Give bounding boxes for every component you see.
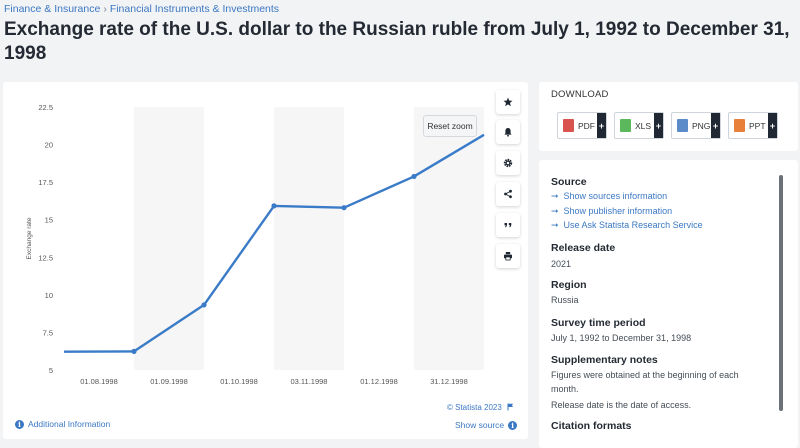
- x-tick-label: 01.09.1998: [150, 377, 188, 386]
- download-ppt-button[interactable]: PPT +: [728, 112, 778, 139]
- grid-band: [134, 107, 204, 370]
- download-png-button[interactable]: PNG +: [671, 112, 721, 139]
- supplementary-notes-text: Figures were obtained at the beginning o…: [551, 370, 739, 394]
- y-tick-label: 15: [45, 216, 53, 225]
- star-icon: [503, 97, 513, 107]
- supplementary-notes-title: Supplementary notes: [551, 354, 658, 366]
- cite-button[interactable]: [496, 213, 520, 237]
- data-point: [411, 173, 417, 180]
- info-icon: i: [15, 419, 24, 429]
- data-point: [271, 203, 277, 209]
- data-point: [341, 205, 347, 211]
- y-tick-label: 20: [45, 141, 53, 150]
- y-tick-label: 7.5: [43, 328, 53, 337]
- arrow-right-icon: ➞: [551, 191, 559, 201]
- additional-information-label: Additional Information: [28, 419, 111, 429]
- share-icon: [504, 189, 512, 199]
- y-axis-label: Exchange rate: [26, 217, 33, 259]
- grid-band: [274, 107, 344, 370]
- supplementary-notes-release: Release date is the date of access.: [551, 400, 692, 410]
- ask-statista-link[interactable]: ➞ Use Ask Statista Research Service: [551, 220, 703, 231]
- download-png-label: PNG: [692, 120, 711, 131]
- release-date-value: 2021: [551, 259, 572, 269]
- x-tick-label: 01.12.1998: [360, 377, 398, 386]
- info-icon: i: [508, 420, 518, 430]
- ask-statista-label: Use Ask Statista Research Service: [563, 220, 703, 230]
- y-tick-label: 17.5: [38, 178, 53, 187]
- flag-icon: [507, 403, 514, 411]
- source-panel: Source ➞ Show sources information ➞ Show p…: [539, 160, 798, 448]
- arrow-right-icon: ➞: [551, 220, 559, 230]
- settings-button[interactable]: [496, 151, 520, 175]
- download-panel: DOWNLOAD PDF + XLS + PNG + PPT +: [539, 82, 798, 151]
- plus-icon: +: [768, 113, 777, 138]
- ppt-icon: [734, 119, 745, 132]
- breadcrumb-separator: ›: [103, 3, 107, 15]
- x-tick-label: 31.12.1998: [430, 377, 468, 386]
- notification-button[interactable]: [496, 120, 520, 144]
- release-date-title: Release date: [551, 242, 616, 254]
- print-button[interactable]: [496, 244, 520, 268]
- show-source-label: Show source: [455, 420, 505, 430]
- y-tick-label: 5: [49, 366, 53, 375]
- png-icon: [677, 119, 688, 132]
- breadcrumb: Finance & Insurance › Financial Instrument…: [4, 3, 279, 15]
- survey-period-title: Survey time period: [551, 317, 646, 329]
- share-button[interactable]: [496, 182, 520, 206]
- xls-icon: [620, 119, 631, 132]
- survey-period-value: July 1, 1992 to December 31, 1998: [551, 333, 692, 343]
- download-title: DOWNLOAD: [551, 89, 609, 100]
- x-tick-label: 01.10.1998: [220, 377, 258, 386]
- pdf-icon: [563, 119, 574, 132]
- region-title: Region: [551, 279, 587, 291]
- print-icon: [504, 252, 512, 261]
- show-publisher-information-link[interactable]: ➞ Show publisher information: [551, 206, 672, 217]
- plus-icon: +: [597, 113, 606, 138]
- statista-credit[interactable]: © Statista 2023: [447, 403, 514, 412]
- favorite-button[interactable]: [496, 90, 520, 114]
- quote-icon: [504, 223, 512, 228]
- show-source-link[interactable]: Show source i: [455, 420, 518, 430]
- download-ppt-label: PPT: [749, 120, 766, 131]
- x-tick-label: 01.08.1998: [80, 377, 118, 386]
- additional-information-link[interactable]: i Additional Information: [15, 419, 110, 429]
- data-point: [201, 302, 207, 308]
- show-sources-information-link[interactable]: ➞ Show sources information: [551, 191, 667, 202]
- download-xls-button[interactable]: XLS +: [614, 112, 664, 139]
- gear-icon: [503, 158, 513, 168]
- data-point: [131, 348, 137, 354]
- plus-icon: +: [654, 113, 663, 138]
- credit-text: © Statista 2023: [447, 403, 502, 412]
- y-tick-label: 22.5: [38, 103, 53, 112]
- grid-band: [414, 107, 484, 370]
- page-title: Exchange rate of the U.S. dollar to the …: [4, 19, 790, 64]
- x-tick-label: 03.11.1998: [291, 377, 328, 386]
- breadcrumb-item-finance[interactable]: Finance & Insurance: [4, 3, 101, 15]
- arrow-right-icon: ➞: [551, 206, 559, 216]
- reset-zoom-button[interactable]: Reset zoom: [423, 115, 477, 137]
- download-pdf-button[interactable]: PDF +: [557, 112, 607, 139]
- source-title: Source: [551, 176, 587, 188]
- citation-formats-title: Citation formats: [551, 420, 632, 432]
- breadcrumb-item-financial-instruments[interactable]: Financial Instruments & Investments: [109, 3, 280, 15]
- show-sources-information-label: Show sources information: [563, 191, 668, 201]
- bell-icon: [504, 128, 512, 137]
- y-tick-label: 12.5: [38, 253, 53, 262]
- plus-icon: +: [711, 113, 720, 138]
- download-xls-label: XLS: [635, 120, 652, 131]
- y-tick-label: 10: [45, 291, 53, 300]
- show-publisher-information-label: Show publisher information: [563, 206, 673, 216]
- region-value: Russia: [551, 295, 579, 305]
- scrollbar[interactable]: [779, 175, 783, 411]
- download-pdf-label: PDF: [578, 120, 595, 131]
